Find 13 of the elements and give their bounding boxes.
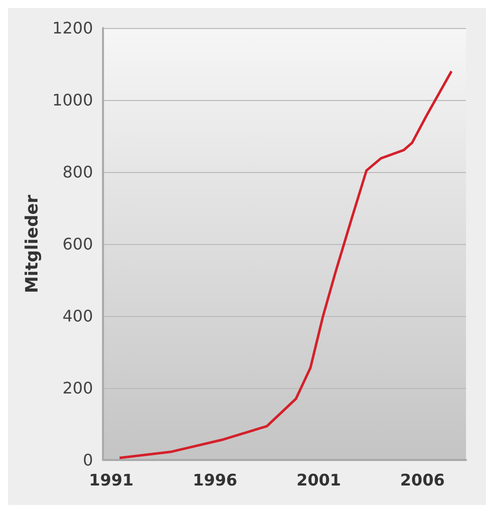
- y-tick-label: 200: [62, 378, 93, 398]
- y-tick-label: 400: [62, 306, 93, 326]
- x-tick-label: 2006: [400, 470, 445, 490]
- x-tick-label: 1991: [89, 470, 134, 490]
- x-tick-label: 2001: [296, 470, 341, 490]
- y-tick-label: 800: [62, 162, 93, 182]
- line-series: [118, 70, 453, 460]
- y-tick-label: 1200: [52, 18, 93, 38]
- y-tick-label: 600: [62, 234, 93, 254]
- y-tick-label: 0: [82, 450, 93, 470]
- y-tick-label: 1000: [52, 90, 93, 110]
- y-axis-title: Mitglieder: [22, 194, 42, 294]
- x-tick-label: 1996: [192, 470, 238, 490]
